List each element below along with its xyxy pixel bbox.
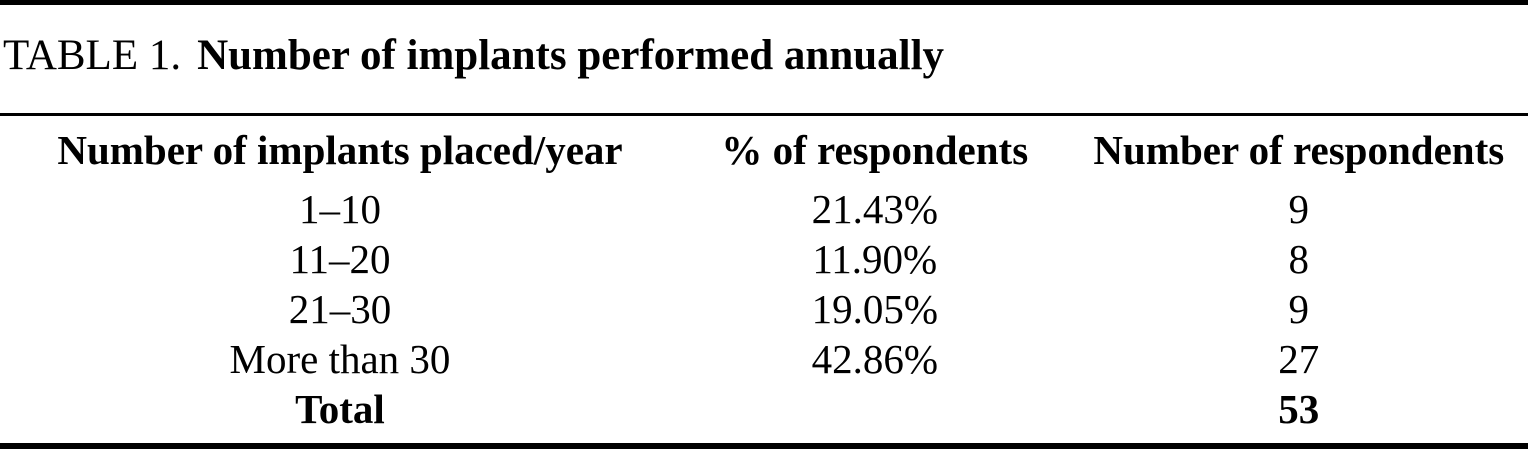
cell-range: 1–10 <box>298 186 381 232</box>
column-header-number-respondents: Number of respondents <box>1093 127 1505 173</box>
cell-count: 9 <box>1288 186 1310 232</box>
column-header-percent-respondents: % of respondents <box>721 127 1029 173</box>
cell-range: 21–30 <box>288 286 392 332</box>
cell-range: More than 30 <box>229 336 451 382</box>
cell-percent: 21.43% <box>811 186 938 232</box>
caption-divider-rule <box>0 113 1528 116</box>
table-row: 21–30 19.05% 9 <box>0 284 1528 334</box>
cell-count: 8 <box>1288 236 1310 282</box>
table-total-row: Total 53 <box>0 384 1528 434</box>
table-caption-heading: Number of implants performed annually <box>197 32 945 79</box>
cell-total-percent <box>680 384 1070 434</box>
implants-table: Number of implants placed/year % of resp… <box>0 116 1528 434</box>
cell-count: 27 <box>1278 336 1320 382</box>
table-row: More than 30 42.86% 27 <box>0 334 1528 384</box>
column-header-implants-per-year: Number of implants placed/year <box>57 127 623 173</box>
cell-percent: 11.90% <box>812 236 938 282</box>
table-header-row: Number of implants placed/year % of resp… <box>0 116 1528 184</box>
cell-count: 9 <box>1288 286 1310 332</box>
cell-total-count: 53 <box>1278 386 1320 432</box>
cell-percent: 19.05% <box>811 286 938 332</box>
table-caption-label: TABLE 1. <box>3 32 182 79</box>
table-row: 11–20 11.90% 8 <box>0 234 1528 284</box>
table-caption: TABLE 1. Number of implants performed ann… <box>3 30 944 82</box>
table-row: 1–10 21.43% 9 <box>0 184 1528 234</box>
top-rule <box>0 0 1528 5</box>
cell-range: 11–20 <box>289 236 391 282</box>
bottom-rule <box>0 443 1528 449</box>
cell-total-label: Total <box>295 386 385 432</box>
cell-percent: 42.86% <box>811 336 938 382</box>
